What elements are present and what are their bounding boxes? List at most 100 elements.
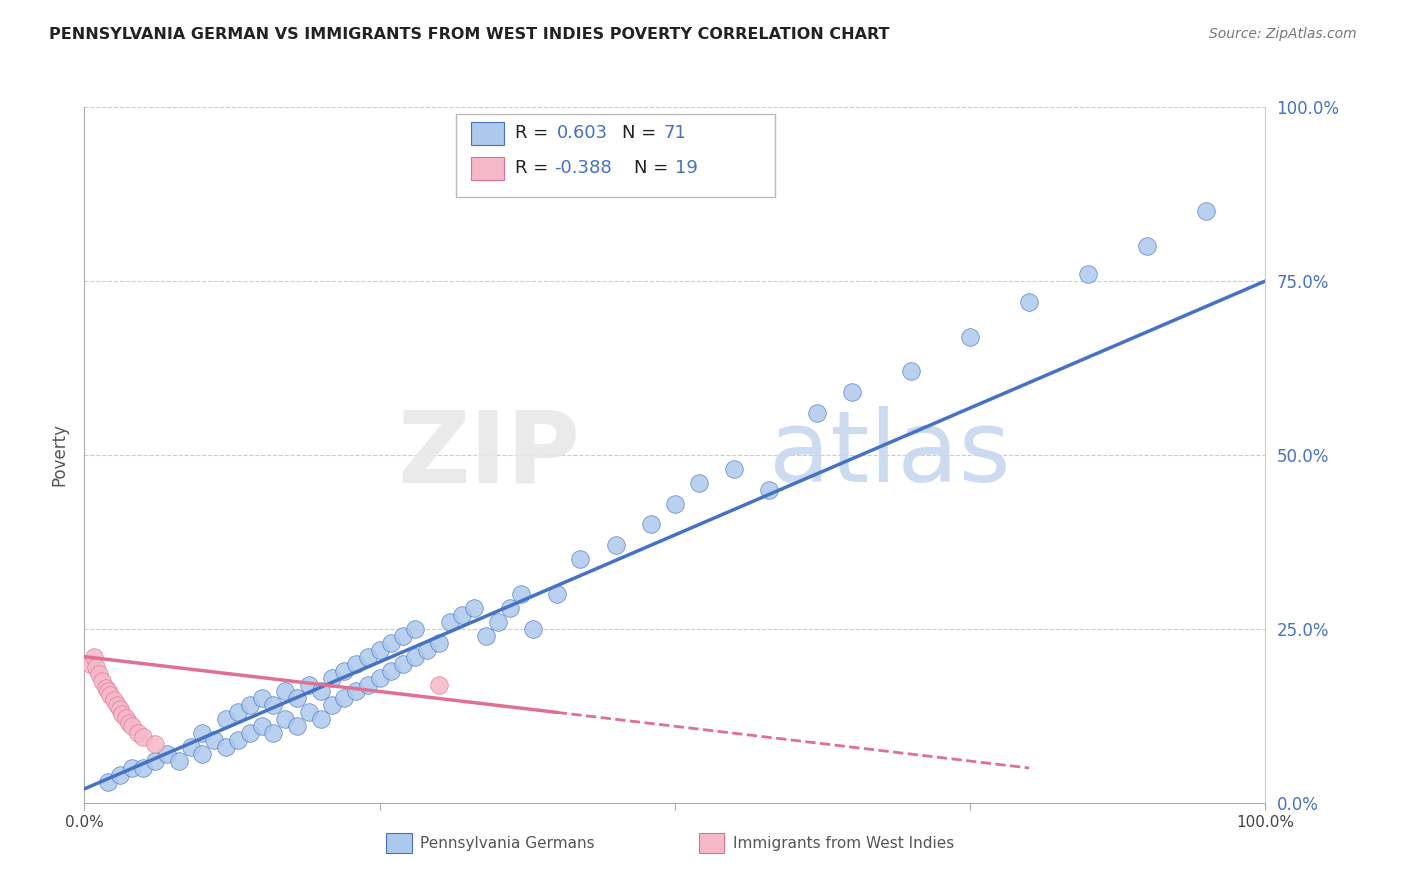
FancyBboxPatch shape [385,833,412,853]
Point [132,730,155,744]
Point [333,664,356,678]
Point [298,677,321,691]
Point [344,684,367,698]
Y-axis label: Poverty: Poverty [51,424,69,486]
Point [959,329,981,343]
Point [309,712,332,726]
Text: 0.603: 0.603 [557,124,607,142]
Point [758,483,780,497]
Text: -0.388: -0.388 [554,159,612,177]
Point [451,607,474,622]
Text: 19: 19 [675,159,697,177]
Point [309,684,332,698]
Point [108,768,131,782]
Point [605,538,627,552]
Point [392,657,415,671]
Point [98,688,121,702]
Point [546,587,568,601]
Point [262,698,284,713]
Point [298,706,321,720]
Point [688,475,710,490]
Point [510,587,533,601]
Point [121,719,143,733]
Point [900,364,922,378]
Text: N =: N = [621,124,662,142]
Point [103,693,125,707]
Point [127,726,149,740]
Text: Immigrants from West Indies: Immigrants from West Indies [733,836,955,851]
Point [357,649,380,664]
Point [380,664,402,678]
Point [321,671,343,685]
Text: R =: R = [516,159,554,177]
Text: ZIP: ZIP [398,407,581,503]
Point [118,715,141,730]
Point [1136,239,1159,253]
Point [321,698,343,713]
Point [250,691,273,706]
Point [108,702,131,716]
Point [380,636,402,650]
Point [79,657,101,671]
Point [94,681,117,695]
Text: Source: ZipAtlas.com: Source: ZipAtlas.com [1209,27,1357,41]
Point [121,761,143,775]
Point [274,712,297,726]
Point [333,691,356,706]
Point [475,629,498,643]
FancyBboxPatch shape [471,157,503,180]
Point [143,737,166,751]
Text: N =: N = [634,159,673,177]
Point [404,649,426,664]
Point [498,601,520,615]
Point [723,462,745,476]
Point [180,740,202,755]
Point [368,671,391,685]
Point [439,615,461,629]
Point [392,629,415,643]
Point [427,636,450,650]
Point [191,747,214,761]
Point [841,385,863,400]
Point [132,761,155,775]
Point [1077,267,1099,281]
Point [427,677,450,691]
Text: 71: 71 [664,124,686,142]
Point [1018,294,1040,309]
Point [522,622,544,636]
Point [274,684,297,698]
Point [486,615,509,629]
Point [202,733,225,747]
Point [357,677,380,691]
Point [215,740,238,755]
Point [191,726,214,740]
Point [285,691,308,706]
FancyBboxPatch shape [457,114,775,197]
Point [215,712,238,726]
Point [84,660,107,674]
Point [368,642,391,657]
Text: R =: R = [516,124,554,142]
Point [569,552,592,566]
Point [640,517,662,532]
Point [806,406,828,420]
Point [156,747,179,761]
Point [167,754,190,768]
FancyBboxPatch shape [471,122,503,145]
Text: atlas: atlas [769,407,1011,503]
Point [83,649,105,664]
Text: Pennsylvania Germans: Pennsylvania Germans [420,836,595,851]
Point [250,719,273,733]
Point [107,698,129,713]
Point [463,601,485,615]
Point [143,754,166,768]
Point [239,698,262,713]
Point [91,674,114,689]
FancyBboxPatch shape [699,833,724,853]
Text: PENNSYLVANIA GERMAN VS IMMIGRANTS FROM WEST INDIES POVERTY CORRELATION CHART: PENNSYLVANIA GERMAN VS IMMIGRANTS FROM W… [49,27,890,42]
Point [114,711,136,725]
Point [97,684,120,698]
Point [664,497,686,511]
Point [416,642,439,657]
Point [111,706,134,721]
